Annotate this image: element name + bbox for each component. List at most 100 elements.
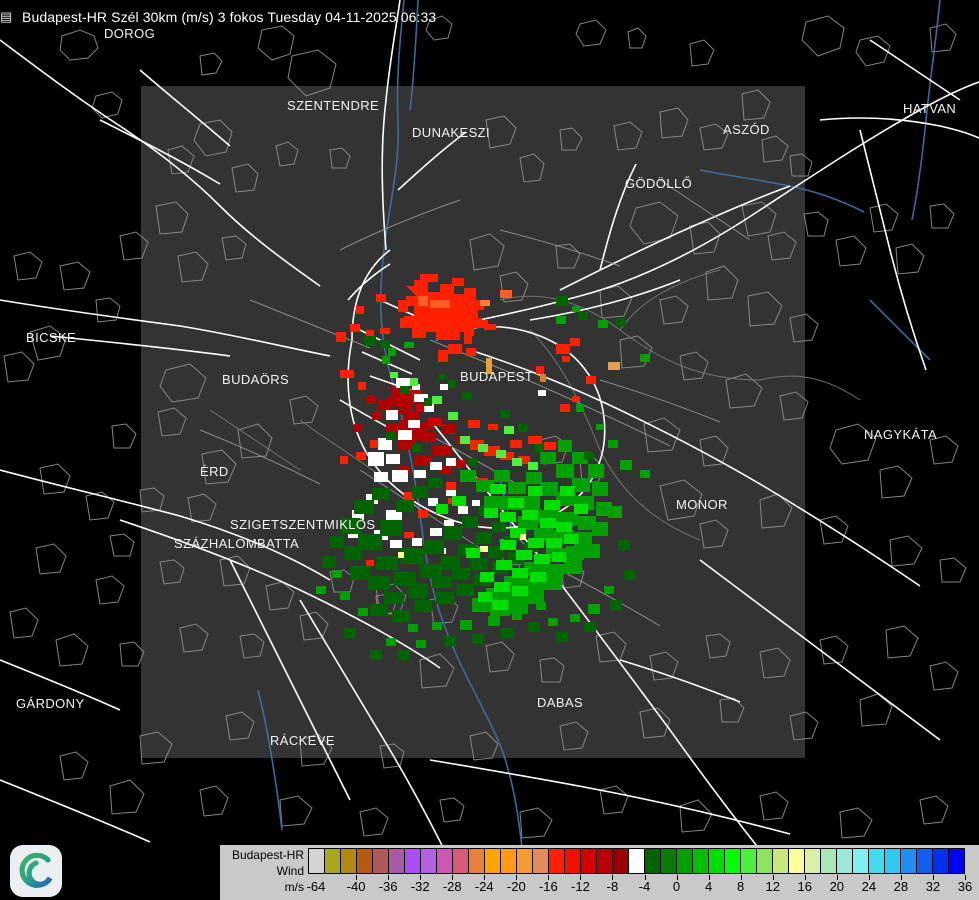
color-bar-tick-mark [772, 875, 774, 880]
color-scale-legend: Budapest-HR Wind m/s -64 -40 -36 -32 -28 -24-… [220, 845, 979, 900]
color-bar-tick-mark [484, 875, 486, 880]
color-bar-tick-mark [612, 875, 614, 880]
city-label: HATVAN [903, 101, 957, 116]
color-bar-cell [837, 849, 853, 873]
color-bar-tick-label: 36 [957, 879, 973, 894]
color-bar-tick-label: 0 [672, 879, 681, 894]
city-label: GÁRDONY [16, 696, 85, 711]
color-bar-tick-label: 8 [737, 879, 745, 894]
color-bar-cell [357, 849, 373, 873]
color-bar-cell [949, 849, 964, 873]
color-bar-cell [773, 849, 789, 873]
color-bar-tick-label: -64 [306, 879, 326, 894]
city-label: DUNAKESZI [412, 125, 491, 140]
city-label: ASZÓD [723, 122, 770, 137]
color-bar-tick-mark [804, 875, 806, 880]
color-bar-cell [309, 849, 325, 873]
color-bar-cell [437, 849, 453, 873]
color-bar-tick-mark [516, 875, 518, 880]
color-bar-cell [581, 849, 597, 873]
page-title: Budapest-HR Szél 30km (m/s) 3 fokos Tues… [22, 9, 437, 25]
color-bar-cell [405, 849, 421, 873]
color-bar[interactable] [308, 848, 965, 874]
color-bar-tick-label: -40 [346, 879, 366, 894]
color-bar-cell [421, 849, 437, 873]
color-bar-tick-label: 32 [925, 879, 941, 894]
color-bar-cell [661, 849, 677, 873]
color-bar-cell [341, 849, 357, 873]
color-bar-cell [693, 849, 709, 873]
color-bar-tick-mark [580, 875, 582, 880]
color-bar-tick-mark [868, 875, 870, 880]
color-bar-cell [517, 849, 533, 873]
color-bar-cell [741, 849, 757, 873]
color-bar-cell [869, 849, 885, 873]
color-bar-cell [597, 849, 613, 873]
color-bar-cell [549, 849, 565, 873]
color-bar-tick-mark [644, 875, 646, 880]
city-label: NAGYKÁTA [864, 427, 938, 442]
color-bar-tick-mark [836, 875, 838, 880]
window-icon: ▤ [0, 10, 13, 24]
color-bar-tick-label: 4 [704, 879, 713, 894]
color-bar-tick-mark [740, 875, 742, 880]
color-bar-tick-mark [676, 875, 678, 880]
color-bar-tick-label: 12 [765, 879, 780, 894]
city-label: BICSKE [26, 330, 77, 345]
city-label: ÉRD [200, 464, 229, 479]
color-bar-cell [501, 849, 517, 873]
color-bar-tick-label: 20 [829, 879, 845, 894]
color-bar-tick-label: -4 [638, 879, 651, 894]
color-bar-tick-label: 24 [861, 879, 877, 894]
city-label: SZIGETSZENTMIKLÓS [230, 517, 376, 532]
city-label: MONOR [676, 497, 728, 512]
color-bar-cell [821, 849, 837, 873]
legend-unit: m/s [284, 880, 304, 894]
color-bar-tick-mark [388, 875, 390, 880]
color-bar-tick-label: -32 [410, 879, 430, 894]
color-bar-tick-label: -36 [378, 879, 398, 894]
color-bar-ticks: -64 -40 -36 -32 -28 -24 -20 -16 -12 -8 -4 0 4 8 12 16 20… [306, 875, 972, 897]
color-bar-tick-mark [965, 875, 966, 880]
legend-site: Budapest-HR [231, 848, 304, 862]
color-bar-tick-mark [452, 875, 454, 880]
color-bar-tick-mark [932, 875, 934, 880]
color-bar-cell [325, 849, 341, 873]
color-bar-tick-mark [708, 875, 710, 880]
city-label: GÖDÖLLŐ [625, 176, 693, 191]
color-bar-cell [533, 849, 549, 873]
color-bar-cell [565, 849, 581, 873]
color-bar-cell [485, 849, 501, 873]
color-bar-cell [853, 849, 869, 873]
city-label: SZENTENDRE [287, 98, 380, 113]
color-bar-cell [629, 849, 645, 873]
color-bar-cell [709, 849, 725, 873]
color-bar-cell [373, 849, 389, 873]
color-bar-cell [933, 849, 949, 873]
swirl-icon [19, 852, 53, 888]
color-bar-tick-label: 28 [893, 879, 909, 894]
color-bar-cell [789, 849, 805, 873]
color-bar-tick-label: -20 [506, 879, 526, 894]
color-bar-tick-label: -8 [606, 879, 619, 894]
city-label: BUDAÖRS [222, 372, 290, 387]
legend-caption: Budapest-HR Wind m/s [224, 847, 304, 895]
color-bar-tick-label: -12 [571, 879, 590, 894]
color-bar-cell [613, 849, 629, 873]
color-bar-tick-mark [356, 875, 358, 880]
color-bar-cell [645, 849, 661, 873]
color-bar-cell [389, 849, 405, 873]
legend-quantity: Wind [276, 864, 304, 878]
color-bar-tick-label: -24 [474, 879, 494, 894]
city-label: SZÁZHALOMBATTA [174, 536, 300, 551]
color-bar-cell [917, 849, 933, 873]
color-bar-tick-label: -28 [442, 879, 462, 894]
city-label: DOROG [104, 26, 156, 41]
color-bar-tick-mark [420, 875, 422, 880]
city-label: RÁCKEVE [270, 733, 335, 748]
color-bar-tick-mark [900, 875, 902, 880]
color-bar-cell [453, 849, 469, 873]
